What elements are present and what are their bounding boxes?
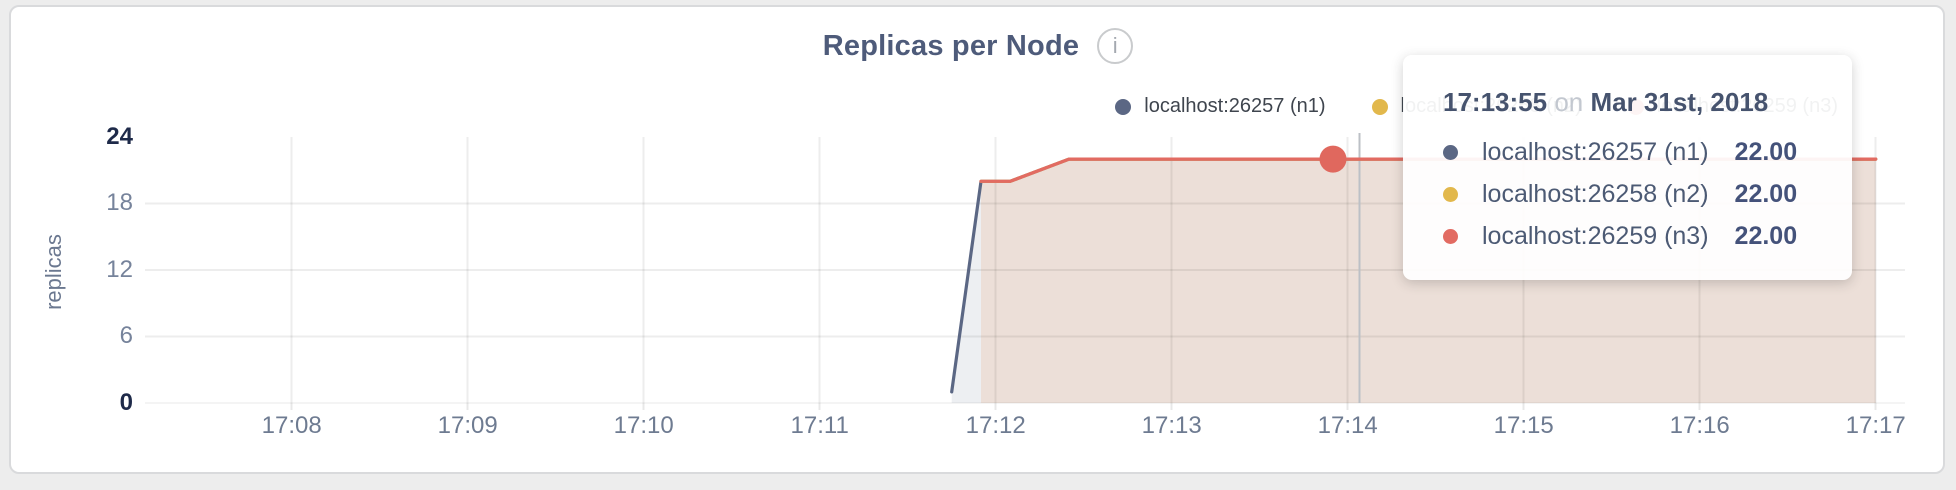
x-tick-label: 17:12 (965, 412, 1026, 439)
legend-series-dot-icon (1371, 98, 1388, 115)
tooltip-series-dot-icon (1443, 144, 1458, 160)
tooltip-row: localhost:26258 (n2) 22.00 (1443, 173, 1818, 215)
info-icon[interactable]: i (1097, 28, 1134, 64)
hover-tooltip: 17:13:55 on Mar 31st, 2018 localhost:262… (1403, 55, 1852, 280)
tooltip-series-value: 22.00 (1734, 137, 1798, 166)
y-axis-title: replicas (41, 234, 66, 310)
legend-label: localhost:26257 (n1) (1144, 95, 1326, 117)
tooltip-series-dot-icon (1443, 228, 1458, 244)
y-tick-label: 24 (106, 122, 133, 150)
tooltip-series-value: 22.00 (1734, 179, 1798, 208)
y-tick-label: 6 (119, 322, 133, 350)
y-tick-label: 12 (106, 255, 133, 283)
tooltip-series-dot-icon (1443, 186, 1458, 202)
legend-series-dot-icon (1115, 98, 1132, 115)
x-tick-label: 17:14 (1317, 412, 1378, 439)
x-tick-label: 17:08 (261, 412, 322, 439)
tooltip-time: 17:13:55 (1443, 87, 1548, 117)
tooltip-rows: localhost:26257 (n1) 22.00 localhost:26258… (1443, 131, 1818, 257)
tooltip-series-label: localhost:26257 (n1) (1482, 137, 1709, 166)
y-tick-label: 18 (106, 189, 133, 217)
tooltip-on-text: on (1554, 87, 1584, 117)
tooltip-series-label: localhost:26259 (n3) (1482, 221, 1709, 250)
chart-header: Replicas per Node i (0, 28, 1956, 64)
page-title: Replicas per Node (822, 29, 1080, 62)
x-tick-label: 17:15 (1493, 412, 1554, 439)
hover-point-dot (1319, 145, 1347, 173)
x-tick-label: 17:10 (613, 412, 674, 439)
y-tick-label: 0 (119, 389, 133, 416)
tooltip-row: localhost:26257 (n1) 22.00 (1443, 131, 1818, 173)
x-tick-label: 17:13 (1141, 412, 1202, 439)
x-tick-label: 17:16 (1669, 412, 1730, 439)
tooltip-date: Mar 31st, 2018 (1590, 87, 1769, 117)
x-tick-label: 17:09 (437, 412, 498, 439)
tooltip-series-label: localhost:26258 (n2) (1482, 179, 1709, 208)
x-tick-label: 17:17 (1845, 412, 1906, 439)
tooltip-timestamp: 17:13:55 on Mar 31st, 2018 (1443, 87, 1818, 118)
x-tick-label: 17:11 (790, 412, 849, 439)
tooltip-series-value: 22.00 (1734, 221, 1798, 250)
legend-item[interactable]: localhost:26257 (n1) (1115, 95, 1326, 118)
y-axis: 0 6 12 18 24 (0, 0, 133, 490)
tooltip-row: localhost:26259 (n3) 22.00 (1443, 215, 1818, 257)
